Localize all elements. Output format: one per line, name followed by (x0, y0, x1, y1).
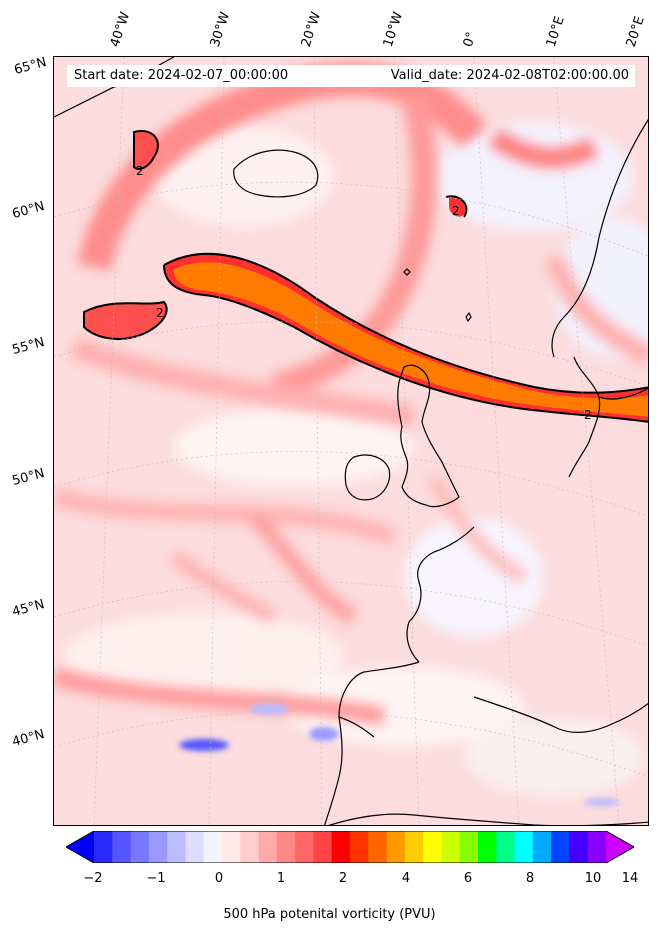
lon-label: 20°E (623, 14, 648, 50)
lon-label: 30°W (207, 10, 234, 49)
lon-label: 10°W (380, 10, 407, 49)
date-info-box: Start date: 2024-02-07_00:00:00 Valid_da… (67, 65, 635, 87)
colorbar-cell (386, 831, 406, 863)
pv-2-contour (83, 130, 648, 423)
colorbar-cell (240, 831, 260, 863)
pv-field-svg: 2 2 2 2 (54, 57, 648, 825)
colorbar-tick: −1 (146, 871, 166, 886)
colorbar-cell (112, 831, 132, 863)
colorbar-cell (404, 831, 424, 863)
colorbar-cell (258, 831, 278, 863)
contour-label: 2 (156, 306, 164, 320)
colorbar-cell (441, 831, 461, 863)
colorbar-min-cap (66, 831, 94, 863)
colorbar-cell (276, 831, 296, 863)
colorbar-tick: 0 (214, 871, 224, 886)
contour-label: 2 (584, 408, 592, 422)
colorbar-cell (94, 831, 113, 863)
moderate-pv-streaks (54, 62, 648, 726)
colorbar-cell (167, 831, 186, 863)
colorbar-label: 500 hPa potenital vorticity (PVU) (223, 907, 436, 922)
colorbar-tick: 4 (401, 871, 411, 886)
colorbar-tick: 6 (463, 871, 473, 886)
colorbar-cell (368, 831, 388, 863)
lat-label: 65°N (12, 55, 49, 78)
colorbar-cell (130, 831, 150, 863)
colorbar-cell (331, 831, 351, 863)
colorbar-tick: 8 (525, 871, 535, 886)
lon-label: 0° (460, 30, 480, 49)
colorbar-cell (313, 831, 333, 863)
lat-label: 40°N (10, 727, 47, 750)
graticule (54, 57, 648, 825)
colorbar-tick: 2 (338, 871, 348, 886)
colorbar-tick: −2 (83, 871, 103, 886)
colorbar-cell (532, 831, 552, 863)
start-date: Start date: 2024-02-07_00:00:00 (74, 68, 289, 83)
colorbar-cell (222, 831, 241, 863)
colorbar-cell (551, 831, 570, 863)
colorbar-cell (459, 831, 479, 863)
lat-label: 50°N (10, 466, 47, 489)
colorbar-max-cap (606, 831, 634, 863)
lat-label: 55°N (10, 335, 47, 358)
lat-label: 60°N (10, 199, 47, 222)
colorbar-cell (203, 831, 223, 863)
colorbar-tick: 10 (584, 871, 602, 886)
colorbar-cell (423, 831, 442, 863)
lon-label: 40°W (107, 10, 134, 49)
lon-label: 20°W (298, 10, 325, 49)
lat-label: 45°N (10, 597, 47, 620)
negative-pv-patches (179, 703, 620, 806)
pv-map: 2 2 2 2 (53, 56, 649, 826)
colorbar-cell (478, 831, 497, 863)
colorbar-cells (66, 831, 634, 863)
contour-label: 2 (452, 204, 460, 218)
valid-date: Valid_date: 2024-02-08T02:00:00.00 (390, 68, 629, 83)
colorbar-tick: 14 (621, 871, 639, 886)
colorbar-cell (514, 831, 534, 863)
colorbar-cell (295, 831, 314, 863)
colorbar-cell (148, 831, 168, 863)
colorbar-cell (185, 831, 205, 863)
colorbar-cell (350, 831, 369, 863)
colorbar-cell (496, 831, 516, 863)
contour-label: 2 (136, 164, 144, 178)
colorbar (66, 831, 634, 863)
colorbar-cell (569, 831, 589, 863)
lon-label: 10°E (543, 14, 568, 50)
colorbar-cell (587, 831, 607, 863)
colorbar-tick: 1 (276, 871, 286, 886)
